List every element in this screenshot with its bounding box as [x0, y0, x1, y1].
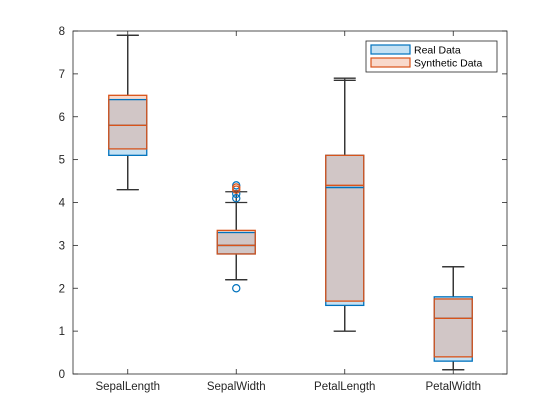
synthetic-box [216, 229, 256, 255]
overlap-box-fill [108, 99, 147, 149]
y-tick-label: 0 [59, 369, 65, 381]
synthetic-box [108, 94, 148, 150]
synthetic-box [325, 154, 365, 302]
y-tick-label: 7 [59, 69, 65, 81]
legend-label: Real Data [414, 45, 461, 57]
x-tick-label: SepalLength [95, 381, 160, 393]
overlap-box-fill [217, 232, 256, 254]
overlap-box-fill [434, 298, 473, 357]
boxes-layer [108, 34, 473, 371]
y-tick-label: 4 [59, 198, 66, 210]
x-tick-label: PetalWidth [425, 381, 481, 393]
y-tick-label: 2 [59, 283, 65, 295]
real-outlier [232, 194, 241, 203]
x-tick-label: PetalLength [314, 381, 375, 393]
legend-label: Synthetic Data [414, 58, 482, 70]
axes-layer [72, 30, 508, 375]
x-tick-label: SepalWidth [207, 381, 266, 393]
real-outlier [232, 189, 241, 199]
legend-swatch [370, 44, 411, 55]
y-tick-label: 6 [59, 112, 65, 124]
y-tick-label: 5 [59, 155, 65, 167]
y-tick-label: 8 [59, 26, 65, 38]
synthetic-box [433, 298, 473, 358]
y-tick-label: 1 [59, 326, 65, 338]
legend-swatch [370, 57, 411, 68]
overlap-box-fill [325, 155, 364, 302]
labels-layer: 0 1 2 3 4 5 6 7 8 SepalLength SepalWidth PetalLengt… [59, 26, 481, 393]
real-outlier [232, 284, 241, 293]
y-tick-label: 3 [59, 240, 65, 252]
synthetic-outlier [232, 183, 241, 192]
